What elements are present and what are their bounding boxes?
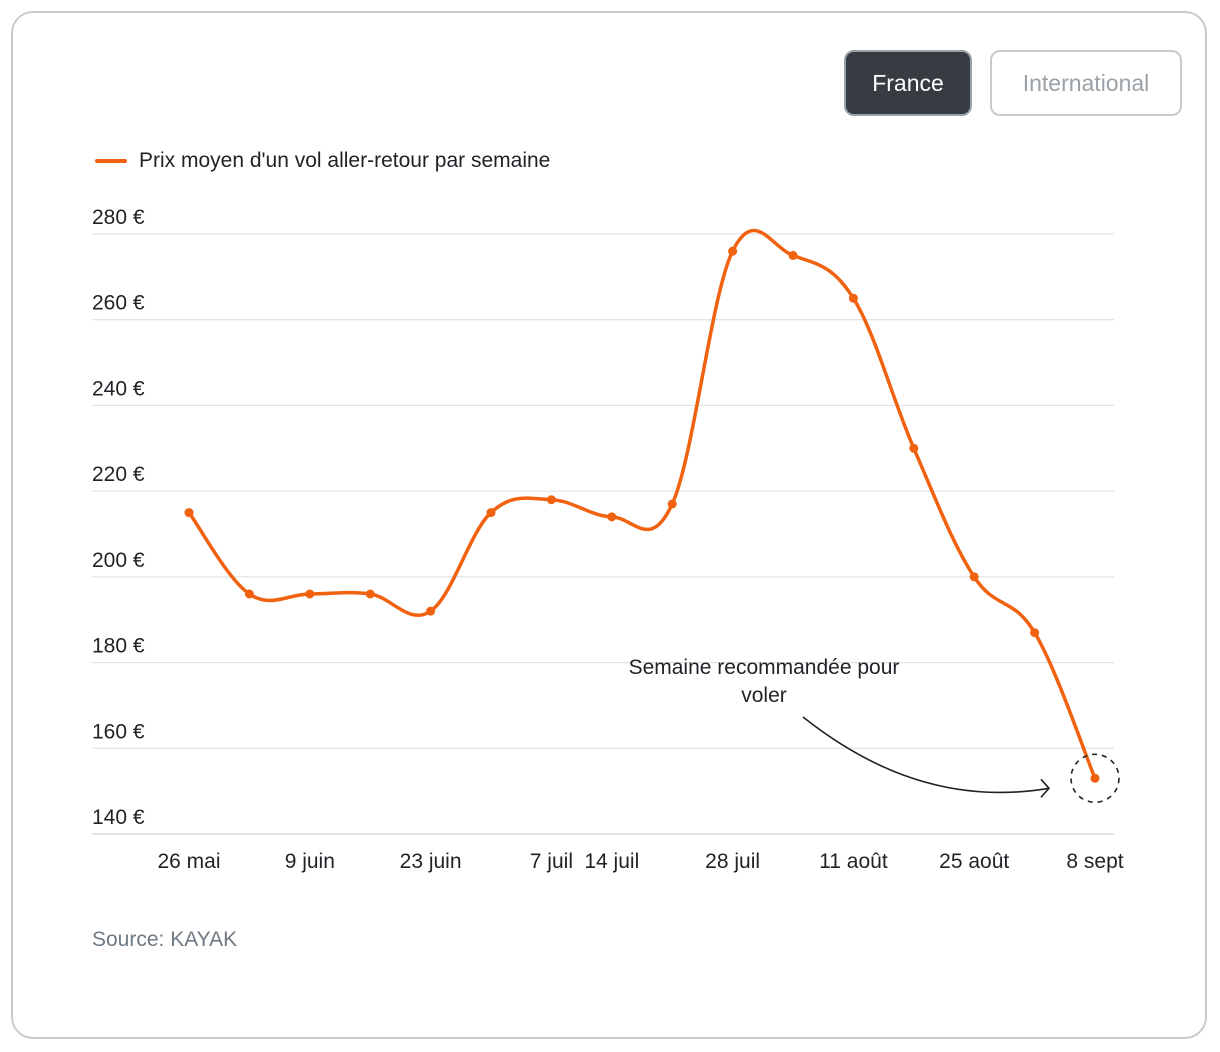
x-tick-label: 26 mai xyxy=(157,850,220,873)
chart-legend: Prix moyen d'un vol aller-retour par sem… xyxy=(95,146,550,176)
y-tick-label: 200 € xyxy=(92,549,145,572)
recommended-week-annotation: Semaine recommandée pour voler xyxy=(629,656,1120,804)
data-point xyxy=(365,589,375,599)
y-tick-label: 260 € xyxy=(92,292,145,315)
x-tick-label: 8 sept xyxy=(1066,850,1123,873)
y-axis-ticks: 140 € 160 € 180 € 200 € 220 € 240 € 260 € 280 € xyxy=(92,206,145,829)
x-tick-label: 28 juil xyxy=(705,850,760,873)
france-tab-button[interactable]: France xyxy=(844,50,972,116)
y-tick-label: 140 € xyxy=(92,806,145,829)
data-point xyxy=(607,512,617,522)
annotation-text-line1: Semaine recommandée pour xyxy=(629,656,900,679)
data-point xyxy=(848,293,858,303)
series-line xyxy=(187,228,1097,781)
annotation-arrow-head xyxy=(1040,778,1051,798)
y-tick-label: 240 € xyxy=(92,377,145,400)
recommended-week-highlight-circle xyxy=(1070,753,1120,804)
data-point xyxy=(1090,773,1100,783)
data-point xyxy=(788,250,798,260)
data-point xyxy=(546,495,556,505)
x-tick-label: 23 juin xyxy=(400,850,462,873)
data-point xyxy=(667,499,677,509)
legend-label: Prix moyen d'un vol aller-retour par sem… xyxy=(139,149,551,172)
data-point xyxy=(909,443,919,453)
x-tick-label: 7 juil xyxy=(530,850,573,873)
source-note: Source: KAYAK xyxy=(92,928,238,951)
x-tick-label: 25 août xyxy=(939,850,1009,873)
y-tick-label: 160 € xyxy=(92,720,145,743)
data-point xyxy=(728,246,738,256)
legend-line-swatch xyxy=(95,159,127,163)
data-points xyxy=(184,246,1100,783)
grid-lines xyxy=(92,233,1114,835)
data-point xyxy=(244,589,254,599)
y-tick-label: 180 € xyxy=(92,635,145,658)
international-tab-button[interactable]: International xyxy=(990,50,1182,116)
data-point xyxy=(486,508,496,518)
annotation-text-line2: voler xyxy=(741,684,787,707)
x-axis-ticks: 26 mai 9 juin 23 juin 7 juil 14 juil 28 juil 1… xyxy=(157,850,1123,873)
data-point xyxy=(1030,628,1040,638)
data-point xyxy=(305,589,315,599)
data-point xyxy=(426,606,436,616)
x-tick-label: 14 juil xyxy=(584,850,639,873)
x-tick-label: 11 août xyxy=(819,850,888,873)
annotation-arrow xyxy=(802,716,1050,794)
x-tick-label: 9 juin xyxy=(285,850,335,873)
y-tick-label: 280 € xyxy=(92,206,145,229)
chart-card xyxy=(11,11,1207,1039)
data-point xyxy=(969,572,979,582)
y-tick-label: 220 € xyxy=(92,463,145,486)
data-point xyxy=(184,508,194,518)
